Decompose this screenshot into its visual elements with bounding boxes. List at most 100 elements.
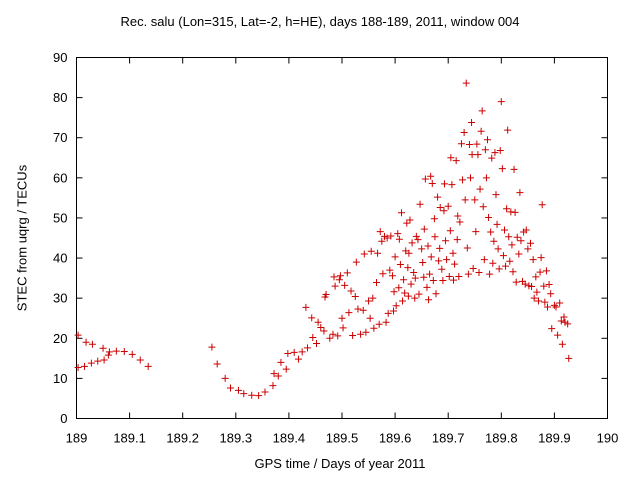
- data-point: [461, 196, 469, 204]
- data-point: [515, 250, 523, 258]
- data-point: [370, 324, 378, 332]
- data-point: [447, 154, 455, 162]
- data-point: [464, 270, 472, 278]
- data-point: [511, 208, 519, 216]
- data-point: [339, 324, 347, 332]
- data-point: [510, 165, 518, 173]
- data-point: [434, 193, 442, 201]
- data-point: [494, 245, 502, 253]
- data-point: [277, 358, 285, 366]
- data-point: [477, 127, 485, 135]
- data-point: [362, 328, 370, 336]
- x-tick-label: 189.2: [166, 431, 199, 446]
- data-point: [502, 262, 510, 270]
- data-point: [449, 249, 457, 257]
- data-point: [420, 273, 428, 281]
- data-point: [491, 149, 499, 157]
- data-point: [405, 249, 413, 257]
- data-point: [509, 268, 517, 276]
- data-point: [423, 283, 431, 291]
- data-point: [80, 362, 88, 370]
- data-point: [410, 268, 418, 276]
- data-point: [352, 258, 360, 266]
- data-point: [104, 351, 112, 359]
- y-axis-label: STEC from uqrg / TECUs: [14, 164, 30, 312]
- data-point: [451, 260, 459, 268]
- data-point: [521, 280, 529, 288]
- data-point: [435, 257, 443, 265]
- data-point: [100, 356, 108, 364]
- data-point: [359, 306, 367, 314]
- y-tick-label: 20: [53, 331, 67, 346]
- data-point: [538, 201, 546, 209]
- data-point: [556, 299, 564, 307]
- data-point: [425, 296, 433, 304]
- y-tick-label: 10: [53, 371, 67, 386]
- data-point: [499, 252, 507, 260]
- data-point: [274, 372, 282, 380]
- data-point: [396, 260, 404, 268]
- data-point: [529, 256, 537, 264]
- data-point: [481, 146, 489, 154]
- data-point: [395, 284, 403, 292]
- data-point: [460, 129, 468, 137]
- data-point: [446, 227, 454, 235]
- data-point: [341, 281, 349, 289]
- data-point: [453, 236, 461, 244]
- data-point: [439, 277, 447, 285]
- data-point: [428, 179, 436, 187]
- data-point: [420, 225, 428, 233]
- data-point: [558, 340, 566, 348]
- data-point: [534, 297, 542, 305]
- data-point: [270, 370, 278, 378]
- data-point: [82, 338, 90, 346]
- data-point: [492, 191, 500, 199]
- data-point: [366, 314, 374, 322]
- data-point: [414, 236, 422, 244]
- y-axis: 0 10 20 30 40 50 60 70 80 90: [53, 50, 608, 426]
- data-point: [369, 294, 377, 302]
- data-point: [459, 176, 467, 184]
- data-point: [496, 147, 504, 155]
- data-point: [335, 276, 343, 284]
- x-tick-label: 189.9: [538, 431, 571, 446]
- data-point: [376, 228, 384, 236]
- data-point: [284, 350, 292, 358]
- data-point: [547, 290, 555, 298]
- data-point: [373, 279, 381, 287]
- data-points: [74, 79, 573, 400]
- data-point: [469, 264, 477, 272]
- data-point: [480, 256, 488, 264]
- data-point: [360, 250, 368, 258]
- data-point: [329, 330, 337, 338]
- data-point: [386, 266, 394, 274]
- data-point: [493, 220, 501, 228]
- data-point: [240, 390, 248, 398]
- data-point: [456, 218, 464, 226]
- data-point: [438, 265, 446, 273]
- data-point: [313, 339, 321, 347]
- data-point: [419, 258, 427, 266]
- data-point: [399, 297, 407, 305]
- data-point: [442, 237, 450, 245]
- data-point: [542, 267, 550, 275]
- data-point: [478, 107, 486, 115]
- data-point: [379, 270, 387, 278]
- data-point: [99, 344, 107, 352]
- data-point: [536, 268, 544, 276]
- data-point: [290, 348, 298, 356]
- data-point: [473, 140, 481, 148]
- data-point: [429, 277, 437, 285]
- data-point: [322, 291, 330, 299]
- data-point: [560, 313, 568, 321]
- data-point: [261, 388, 269, 396]
- data-point: [404, 264, 412, 272]
- data-point: [136, 356, 144, 364]
- x-tick-label: 189.1: [113, 431, 146, 446]
- data-point: [88, 340, 96, 348]
- data-point: [298, 348, 306, 356]
- data-point: [485, 214, 493, 222]
- data-point: [533, 288, 541, 296]
- data-point: [557, 317, 565, 325]
- data-point: [387, 232, 395, 240]
